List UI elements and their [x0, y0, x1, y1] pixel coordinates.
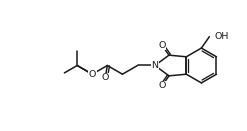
Text: O: O — [158, 41, 166, 50]
Text: O: O — [89, 70, 96, 79]
Text: O: O — [158, 81, 166, 90]
Text: N: N — [151, 61, 159, 70]
Text: O: O — [102, 73, 109, 82]
Text: OH: OH — [215, 32, 229, 41]
